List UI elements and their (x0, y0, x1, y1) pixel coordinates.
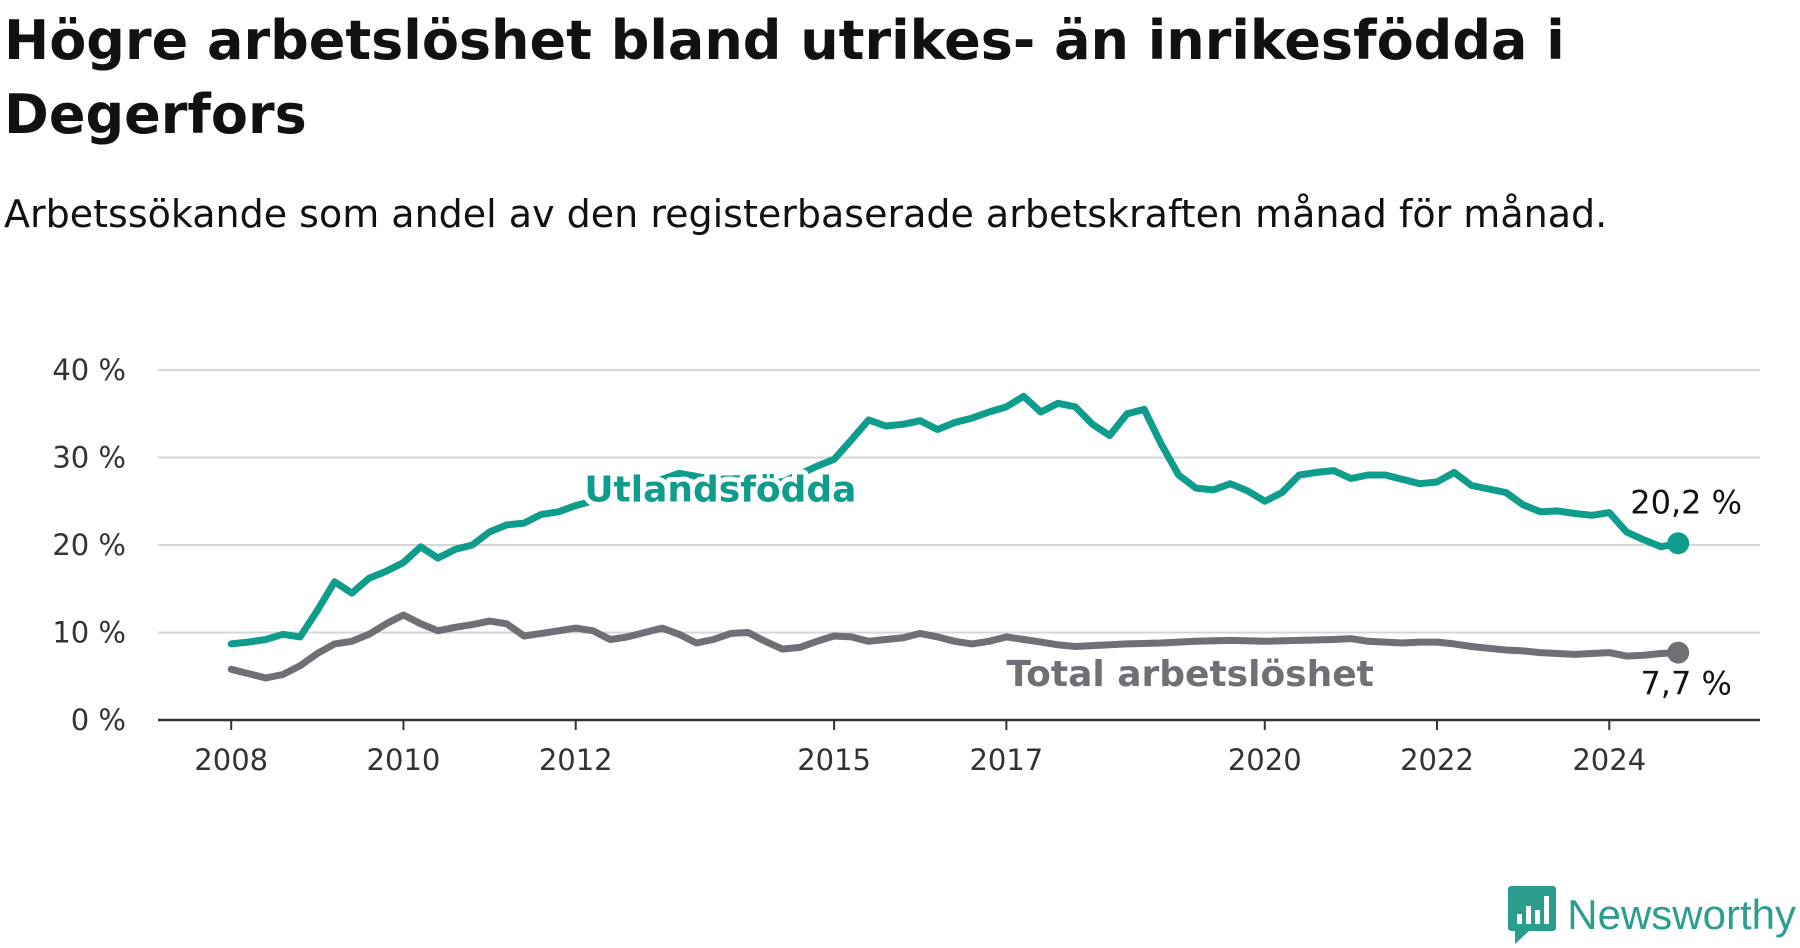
y-tick-label: 10 % (52, 616, 126, 650)
series-end-label: 20,2 % (1630, 483, 1742, 521)
chart-title: Högre arbetslöshet bland utrikes- än inr… (4, 9, 1565, 146)
chart-logo-icon (1508, 886, 1557, 944)
x-tick-label: 2020 (1228, 743, 1302, 777)
y-tick-label: 40 % (52, 353, 126, 387)
chart-subtitle: Arbetssökande som andel av den registerb… (4, 192, 1608, 236)
series-end-point (1667, 641, 1690, 664)
x-tick-label: 2010 (367, 743, 441, 777)
series-line (227, 611, 1682, 682)
series-lines (227, 392, 1690, 682)
gridlines (158, 369, 1760, 634)
y-tick-label: 20 % (52, 528, 126, 562)
series-name-label: Utlandsfödda (584, 469, 856, 510)
brand-name: Newsworthy (1567, 891, 1796, 938)
series-end-point (1667, 532, 1690, 555)
series-labels: 20,2 % Utlandsfödda 7,7 % Total arbetslöshe… (579, 464, 1746, 706)
y-tick-label: 0 % (71, 703, 126, 737)
x-tick-label: 2017 (969, 743, 1043, 777)
brand-logo: Newsworthy (1507, 882, 1796, 948)
axes: 0 % 10 % 20 % 30 % 40 % 2008 2010 2012 2015 2017 2… (52, 353, 1760, 777)
x-tick-label: 2024 (1572, 743, 1646, 777)
series-name-label: Total arbetslöshet (1006, 654, 1374, 695)
y-tick-label: 30 % (52, 441, 126, 475)
x-tick-label: 2022 (1400, 743, 1474, 777)
x-tick-label: 2008 (194, 743, 268, 777)
x-tick-label: 2015 (797, 743, 871, 777)
series-end-label: 7,7 % (1640, 665, 1731, 703)
line-chart: 0 % 10 % 20 % 30 % 40 % 2008 2010 2012 2015 2017 2… (52, 353, 1760, 777)
x-tick-label: 2012 (539, 743, 613, 777)
series-line (227, 392, 1682, 648)
